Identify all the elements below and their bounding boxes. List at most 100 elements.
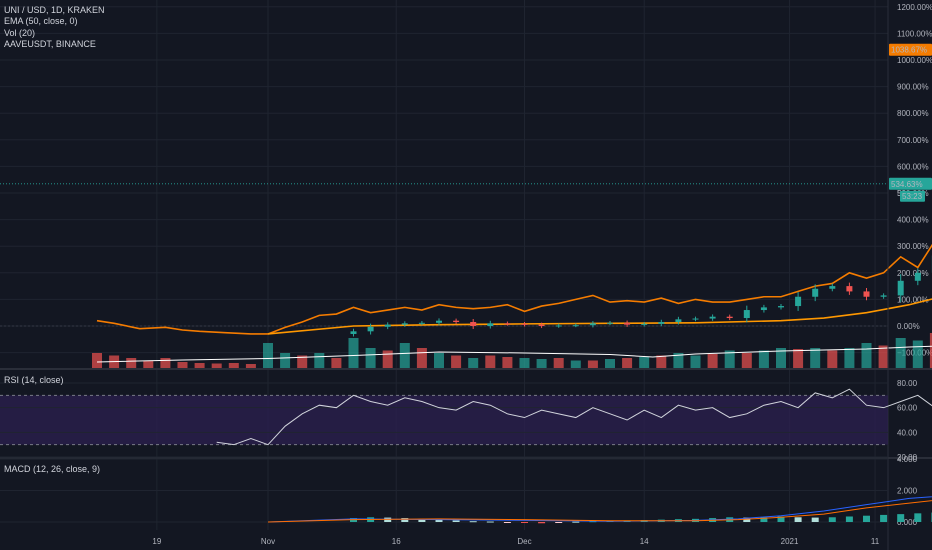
- x-tick-label: 14: [640, 537, 649, 546]
- candle-body: [453, 320, 460, 323]
- x-tick-label: Nov: [261, 537, 275, 546]
- uni-last-badge: [889, 177, 932, 190]
- candle-body: [470, 322, 477, 326]
- candle-body: [743, 310, 750, 319]
- volume-bar: [348, 338, 359, 368]
- volume-bar: [827, 350, 838, 368]
- legend-symbol[interactable]: UNI / USD, 1D, KRAKEN: [4, 5, 105, 15]
- x-tick-label: 16: [392, 537, 401, 546]
- macd-histogram-bar: [589, 521, 597, 523]
- y-tick-label: 100.00%: [897, 295, 929, 304]
- volume-bar: [570, 360, 581, 368]
- macd-line: [267, 496, 932, 523]
- uni-last-label: 534.63%: [891, 180, 923, 189]
- volume-bar: [776, 348, 786, 368]
- volume-bar: [810, 348, 821, 368]
- volume-bar: [793, 349, 804, 368]
- volume-bar: [143, 360, 154, 368]
- uni-countdown-badge: [900, 190, 925, 202]
- candle-body: [658, 322, 665, 324]
- x-tick-label: Dec: [517, 537, 531, 546]
- volume-bar: [639, 357, 650, 368]
- candle-body: [367, 326, 374, 332]
- volume-bar: [553, 358, 564, 368]
- macd-histogram-bar: [760, 517, 768, 522]
- candle-body: [692, 318, 699, 320]
- macd-histogram-bar: [880, 514, 888, 522]
- macd-histogram-bar: [469, 521, 477, 523]
- volume-bar: [468, 358, 479, 368]
- y-tick-label: 1200.00%: [897, 3, 932, 12]
- y-tick-label: 1100.00%: [897, 29, 932, 38]
- legend-ema[interactable]: EMA (50, close, 0): [4, 16, 78, 26]
- candle-body: [607, 322, 613, 324]
- candle-body: [846, 286, 853, 292]
- y-tick-label: 200.00%: [897, 269, 929, 278]
- volume-bar: [228, 363, 239, 368]
- volume-bar: [297, 355, 308, 368]
- volume-bar: [331, 358, 342, 368]
- volume-bar: [741, 353, 752, 368]
- rsi-tick-label: 20.00: [897, 453, 918, 462]
- volume-bar: [126, 358, 137, 368]
- candle-body: [436, 320, 442, 323]
- macd-histogram-bar: [418, 518, 426, 522]
- candle-body: [521, 323, 528, 325]
- volume-bar: [416, 348, 427, 368]
- volume-bar: [656, 355, 667, 368]
- candle-body: [487, 323, 494, 326]
- volume-bar: [177, 362, 188, 368]
- volume-bar: [160, 358, 171, 368]
- volume-bar: [314, 353, 325, 368]
- legend-vol[interactable]: Vol (20): [4, 28, 36, 38]
- volume-bar: [519, 358, 530, 368]
- candle-body: [350, 331, 357, 334]
- aave-last-badge: [889, 43, 932, 56]
- volume-bar: [263, 343, 273, 368]
- candle-body: [760, 307, 767, 311]
- rsi-tick-label: 60.00: [897, 404, 918, 413]
- candle-body: [897, 280, 904, 296]
- macd-histogram-bar: [435, 519, 443, 522]
- macd-histogram-bar: [521, 522, 528, 523]
- macd-histogram-bar: [503, 522, 511, 523]
- macd-histogram-bar: [777, 516, 785, 522]
- candle-body: [709, 316, 716, 319]
- volume-bar: [587, 360, 598, 368]
- macd-histogram-bar: [572, 521, 580, 523]
- volume-bar: [245, 364, 256, 368]
- legend-rsi[interactable]: RSI (14, close): [4, 375, 64, 385]
- volume-bar: [878, 345, 889, 368]
- volume-bar: [605, 359, 615, 368]
- legend-compare[interactable]: AAVEUSDT, BINANCE: [4, 39, 96, 49]
- macd-histogram-bar: [794, 517, 802, 522]
- volume-bar: [382, 350, 393, 368]
- volume-bar: [912, 340, 923, 368]
- x-tick-label: 2021: [781, 537, 799, 546]
- macd-histogram-bar: [555, 522, 563, 523]
- volume-bar: [536, 359, 547, 368]
- volume-bar: [451, 355, 462, 368]
- volume-bar: [929, 333, 932, 368]
- rsi-band: [0, 395, 888, 445]
- rsi-tick-label: 80.00: [897, 379, 918, 388]
- volume-bar: [502, 357, 513, 368]
- volume-bar: [211, 363, 222, 368]
- volume-bar: [758, 350, 769, 368]
- candle-body: [675, 319, 682, 323]
- y-tick-label: 0.00%: [897, 322, 920, 331]
- macd-histogram-bar: [828, 517, 836, 522]
- macd-histogram-bar: [863, 515, 870, 522]
- macd-signal-line: [267, 500, 932, 523]
- macd-tick-label: 0.000: [897, 518, 918, 527]
- legend-macd[interactable]: MACD (12, 26, close, 9): [4, 464, 101, 474]
- aave-compare-line: [96, 243, 932, 335]
- volume-bar: [92, 353, 102, 368]
- volume-bar: [844, 348, 855, 368]
- volume-bar: [485, 355, 496, 368]
- candle-body: [624, 322, 631, 325]
- y-tick-label: 900.00%: [897, 83, 929, 92]
- candle-body: [572, 325, 579, 327]
